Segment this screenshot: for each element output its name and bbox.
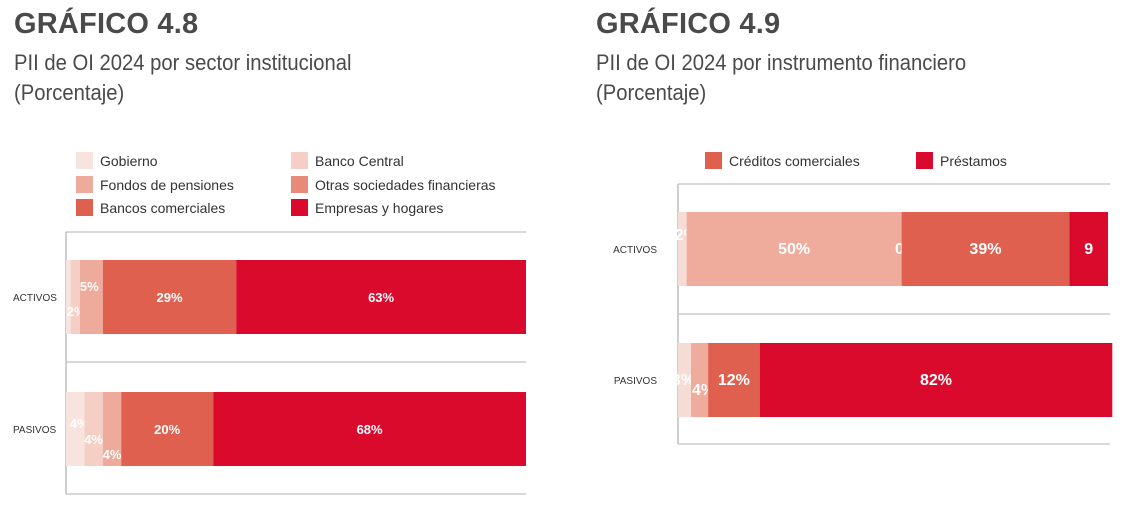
bar-activos-gobierno	[66, 260, 71, 334]
bar-pasivos-empresas-y-hogares	[213, 392, 526, 466]
data-label: 68%	[357, 422, 383, 437]
chart-subtitle-block: PII de OI 2024 por sector institucional …	[14, 48, 352, 108]
legend-swatch	[76, 152, 93, 169]
bar-pasivos-creditos-comerciales	[708, 343, 760, 417]
legend-label: Banco Central	[315, 152, 404, 169]
legend-swatch	[291, 199, 308, 216]
bar-activos-banco-central	[70, 260, 80, 334]
chart-unit: (Porcentaje)	[596, 80, 707, 105]
category-label-pasivos: PASIVOS	[13, 425, 56, 436]
data-label: 29%	[156, 290, 182, 305]
bar-activos-segment	[686, 212, 902, 286]
data-label: 4%	[84, 432, 103, 447]
legend-swatch	[76, 199, 93, 216]
legend-label: Préstamos	[940, 152, 1007, 169]
bar-activos-prestamos	[1069, 212, 1108, 286]
legend-swatch	[291, 176, 308, 193]
data-label: 20%	[154, 422, 180, 437]
data-label: 4%	[103, 447, 122, 462]
data-label: 9	[1084, 241, 1093, 258]
chart-title: GRÁFICO 4.9	[596, 8, 781, 40]
category-label-activos: ACTIVOS	[13, 293, 57, 304]
legend-swatch	[76, 176, 93, 193]
legend-item-otras-sociedades-financieras: Otras sociedades financieras	[291, 176, 496, 193]
bar-pasivos-banco-central	[84, 392, 103, 466]
legend-item-empresas-y-hogares: Empresas y hogares	[291, 199, 443, 216]
bar-pasivos-gobierno	[66, 392, 85, 466]
data-label: 3%	[672, 372, 695, 389]
data-label: 5%	[80, 279, 99, 294]
data-label: 63%	[368, 290, 394, 305]
legend-swatch	[291, 152, 308, 169]
category-label-pasivos: PASIVOS	[614, 376, 657, 387]
chart-title: GRÁFICO 4.8	[14, 8, 199, 40]
bar-activos-bancos-comerciales	[102, 260, 237, 334]
bar-pasivos-segment	[690, 343, 709, 417]
chart-panel-4-8: GRÁFICO 4.8 PII de OI 2024 por sector in…	[0, 0, 540, 515]
bar-pasivos-bancos-comerciales	[121, 392, 214, 466]
chart-panel-4-9: GRÁFICO 4.9 PII de OI 2024 por instrumen…	[590, 0, 1128, 515]
legend-swatch	[916, 152, 933, 169]
data-label: 4%	[70, 416, 89, 431]
chart-subtitle-block: PII de OI 2024 por instrumento financier…	[596, 48, 966, 108]
legend-item-fondos-de-pensiones: Fondos de pensiones	[76, 176, 234, 193]
legend-label: Créditos comerciales	[729, 152, 860, 169]
legend-label: Gobierno	[100, 152, 158, 169]
legend-label: Otras sociedades financieras	[315, 176, 496, 193]
legend-label: Empresas y hogares	[315, 199, 444, 216]
bar-activos-fondos-de-pensiones	[79, 260, 103, 334]
legend-item-prestamos: Préstamos	[916, 152, 1007, 169]
data-label: 12%	[718, 372, 750, 389]
chart-unit: (Porcentaje)	[14, 80, 125, 105]
chart-legend: Gobierno Banco Central Fondos de pensiones…	[0, 0, 540, 230]
legend-item-gobierno: Gobierno	[76, 152, 158, 169]
data-label: 39%	[969, 241, 1001, 258]
legend-label: Bancos comerciales	[100, 199, 226, 216]
category-label-activos: ACTIVOS	[613, 245, 657, 256]
legend-item-bancos-comerciales: Bancos comerciales	[76, 199, 225, 216]
bar-pasivos-segment	[678, 343, 691, 417]
data-label: 50%	[778, 241, 810, 258]
legend-label: Fondos de pensiones	[100, 176, 234, 193]
legend-item-banco-central: Banco Central	[291, 152, 404, 169]
chart-subtitle: PII de OI 2024 por sector institucional	[14, 50, 352, 75]
data-label: 82%	[920, 372, 952, 389]
legend-item-creditos-comerciales: Créditos comerciales	[705, 152, 860, 169]
bar-activos-empresas-y-hogares	[236, 260, 526, 334]
bar-activos-segment	[678, 212, 687, 286]
bar-activos-creditos-comerciales	[901, 212, 1070, 286]
bar-pasivos-prestamos	[759, 343, 1113, 417]
legend-swatch	[705, 152, 722, 169]
chart-legend: Créditos comerciales Préstamos	[590, 0, 1128, 200]
chart-subtitle: PII de OI 2024 por instrumento financier…	[596, 50, 967, 75]
bar-pasivos-fondos-de-pensiones	[102, 392, 122, 466]
